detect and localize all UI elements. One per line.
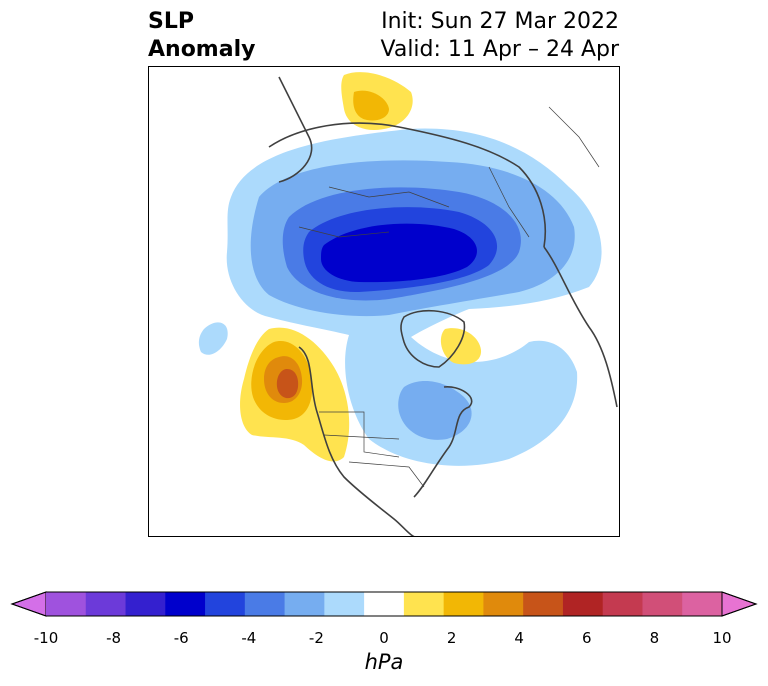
colorbar-extend-high <box>721 591 758 617</box>
high-anomaly-pacific-core <box>276 369 299 399</box>
colorbar-segment <box>483 592 524 616</box>
title-field: SLP <box>148 9 194 34</box>
north-america-east-coast <box>413 386 473 498</box>
colorbar-tick-label: 10 <box>712 629 732 647</box>
colorbar-segment <box>324 592 365 616</box>
colorbar-extend-low <box>10 591 47 617</box>
colorbar-tick-label: 0 <box>379 629 389 647</box>
colorbar-segment <box>682 592 723 616</box>
north-america-coast <box>298 346 415 536</box>
init-date: Init: Sun 27 Mar 2022 <box>381 9 619 34</box>
colorbar-segment <box>165 592 206 616</box>
colorbar-tick-label: -4 <box>241 629 257 647</box>
map-title: SLP Anomaly <box>148 8 255 64</box>
map-dates: Init: Sun 27 Mar 2022 Valid: 11 Apr – 24… <box>381 8 620 64</box>
colorbar-segment <box>602 592 643 616</box>
colorbar-segment <box>642 592 683 616</box>
colorbar <box>10 591 758 617</box>
colorbar-segment <box>364 592 405 616</box>
colorbar-tick-label: -6 <box>173 629 189 647</box>
colorbar-segment <box>85 592 127 616</box>
colorbar-tick-label: 2 <box>446 629 457 647</box>
colorbar-segment <box>443 592 484 616</box>
colorbar-segment <box>125 592 166 616</box>
colorbar-tick-label: 6 <box>582 629 592 647</box>
asia-pacific-coast <box>543 246 618 408</box>
colorbar-tick-label: -10 <box>33 629 59 647</box>
colorbar-segment <box>244 592 286 616</box>
colorbar-segment <box>205 592 246 616</box>
high-anomaly-greenland <box>440 328 482 365</box>
colorbar-outline <box>10 591 758 617</box>
europe-coast <box>278 76 313 183</box>
colorbar-segment <box>284 592 325 616</box>
colorbar-tick-label: -2 <box>308 629 324 647</box>
eurasia-coast <box>268 122 547 248</box>
colorbar-tick-label: 8 <box>649 629 660 647</box>
colorbar-tick-label: 4 <box>514 629 524 647</box>
borders <box>298 106 600 488</box>
colorbar-tick-label: -8 <box>106 629 122 647</box>
colorbar-segment <box>403 592 445 616</box>
colorbar-unit: hPa <box>364 650 404 674</box>
coastlines <box>268 76 618 536</box>
map-canvas <box>198 72 618 536</box>
colorbar-segment <box>523 592 564 616</box>
greenland-coast <box>400 309 466 368</box>
high-anomaly-europe-inner <box>353 90 389 121</box>
map-panel <box>148 66 620 537</box>
valid-range: Valid: 11 Apr – 24 Apr <box>380 37 620 62</box>
low-anomaly-atlantic <box>398 381 472 440</box>
low-anomaly-core-3 <box>321 223 477 283</box>
low-anomaly-west-lobe <box>198 322 228 355</box>
title-field-type: Anomaly <box>148 37 256 62</box>
colorbar-segment <box>562 592 604 616</box>
colorbar-segment <box>46 592 87 616</box>
